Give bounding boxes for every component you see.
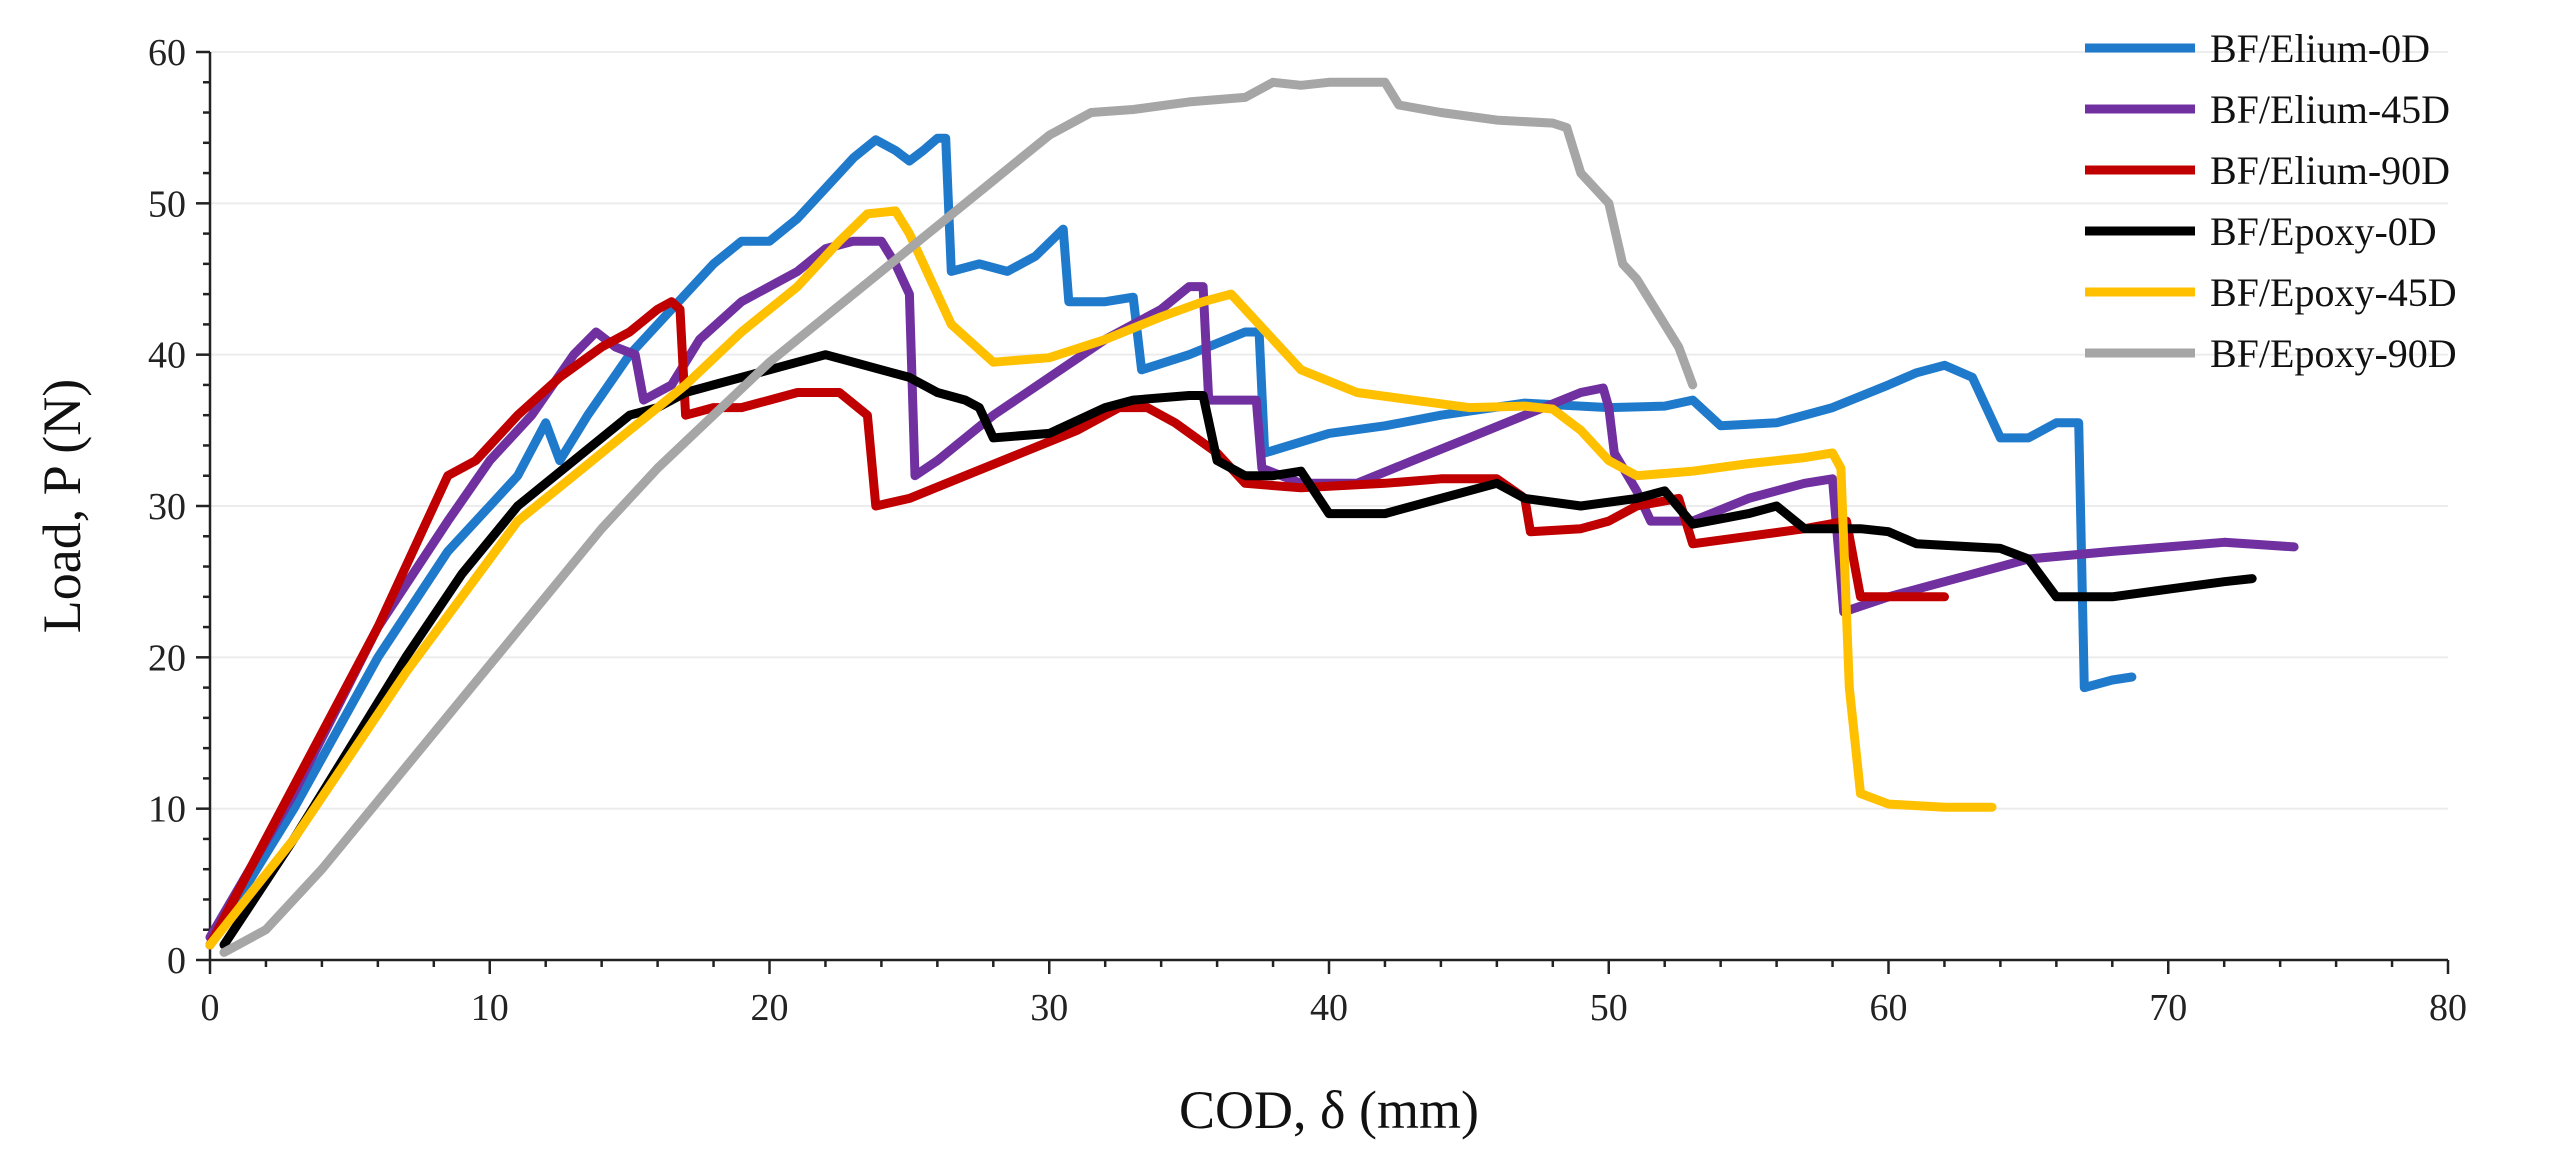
series-line-bf-epoxy-0d [219,350,2257,950]
legend-label-bf-elium-45d: BF/Elium-45D [2210,87,2450,132]
y-tick-label-50: 50 [148,183,186,225]
y-axis-title: Load, P (N) [32,379,92,633]
axes: 0 10 20 30 40 50 60 0 10 20 30 40 50 60 70 80 [148,32,2467,1029]
x-tick-label-20: 20 [751,987,789,1029]
x-axis-title: COD, δ (mm) [1179,1080,1479,1140]
y-tick-label-40: 40 [148,335,186,377]
x-tick-label-80: 80 [2429,987,2467,1029]
legend-label-bf-epoxy-90d: BF/Epoxy-90D [2210,331,2457,376]
legend-label-bf-epoxy-0d: BF/Epoxy-0D [2210,209,2437,254]
x-tick-label-40: 40 [1310,987,1348,1029]
x-tick-label-60: 60 [1870,987,1908,1029]
series-line-bf-elium-90d [205,297,1949,950]
legend-label-bf-epoxy-45d: BF/Epoxy-45D [2210,270,2457,315]
legend-label-bf-elium-90d: BF/Elium-90D [2210,148,2450,193]
series-line-bf-epoxy-45d [205,206,1997,950]
x-tick-label-0: 0 [201,987,220,1029]
x-tick-label-30: 30 [1030,987,1068,1029]
series-lines [205,77,2299,957]
x-tick-label-50: 50 [1590,987,1628,1029]
series-line-bf-epoxy-90d [219,77,1698,957]
y-tick-label-30: 30 [148,486,186,528]
legend-label-bf-elium-0d: BF/Elium-0D [2210,26,2430,71]
series-line-bf-elium-0d [205,133,2137,950]
series-line-bf-elium-45d [205,236,2299,942]
x-tick-label-10: 10 [471,987,509,1029]
y-tick-label-10: 10 [148,789,186,831]
legend: BF/Elium-0D BF/Elium-45D BF/Elium-90D BF/Ep… [2085,26,2457,376]
y-tick-label-20: 20 [148,637,186,679]
y-tick-label-0: 0 [167,940,186,982]
x-tick-label-70: 70 [2149,987,2187,1029]
y-tick-label-60: 60 [148,32,186,74]
